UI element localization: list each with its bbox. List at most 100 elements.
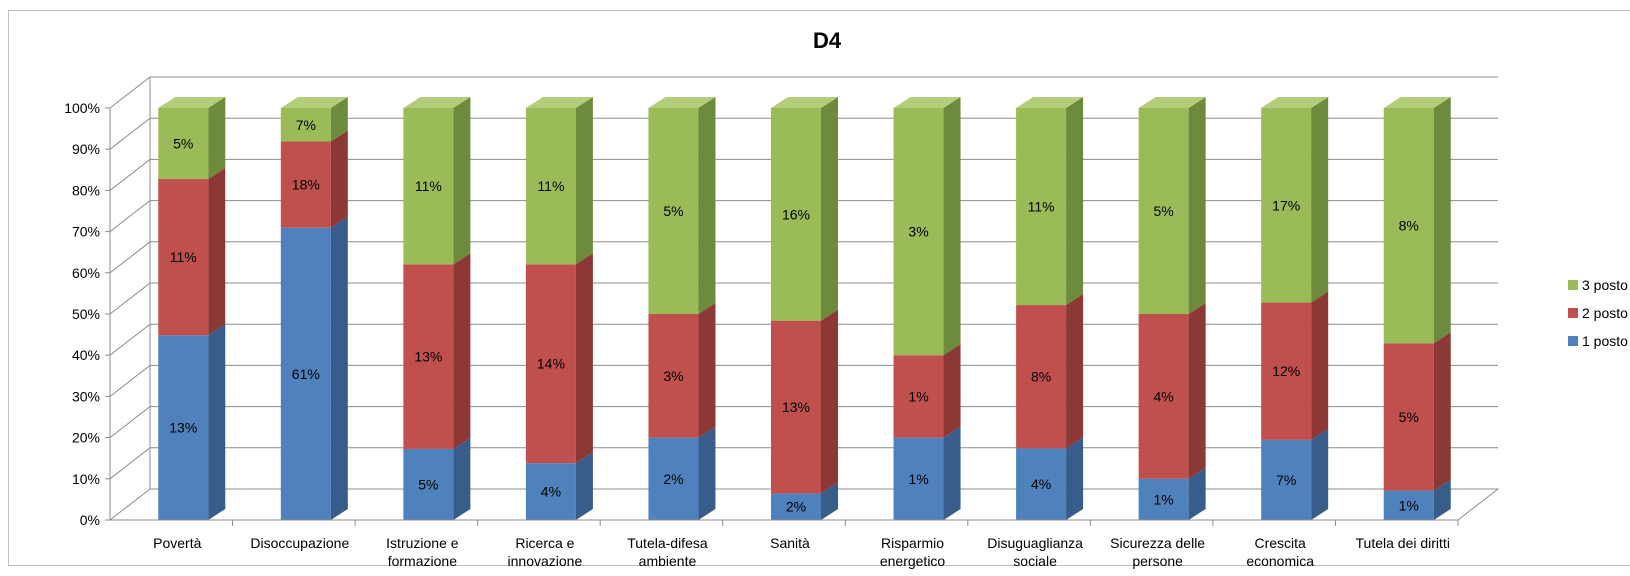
legend-label: 1 posto: [1582, 333, 1628, 349]
data-label: 11%: [1028, 199, 1055, 215]
legend-label: 2 posto: [1582, 305, 1628, 321]
bar-segment-side: [1188, 467, 1206, 520]
data-label: 5%: [418, 476, 438, 492]
bar-segment-top: [280, 97, 348, 108]
gridline: [109, 76, 1498, 109]
bar-segment-front: [1261, 108, 1312, 303]
data-label: 13%: [169, 420, 197, 436]
data-label: 8%: [1399, 218, 1419, 234]
bar-segment-front: [1261, 439, 1312, 520]
bar-segment-side: [1066, 97, 1084, 306]
bar-segment-front: [525, 108, 576, 265]
bar-segment-front: [158, 179, 209, 336]
bar-segment-side: [208, 324, 226, 520]
bar-segment-side: [1066, 437, 1084, 520]
bar-segment-front: [525, 264, 576, 464]
bar-segment-front: [158, 335, 209, 520]
legend-item: 2 posto: [1568, 305, 1628, 321]
bar-segment-side: [453, 253, 471, 449]
legend: 3 posto 2 posto 1 posto: [1568, 277, 1628, 349]
bar-segment-side: [698, 426, 716, 520]
y-tick-label: 0%: [80, 512, 100, 528]
data-label: 5%: [663, 203, 683, 219]
legend-item: 1 posto: [1568, 333, 1628, 349]
bar-segment-side: [453, 97, 471, 265]
data-label: 5%: [1399, 409, 1419, 425]
data-label: 18%: [292, 177, 320, 193]
data-label: 3%: [908, 224, 928, 240]
bar-segment-side: [943, 344, 961, 438]
bar-stack: 7% 12% 17%: [1261, 97, 1329, 520]
bar-segment-front: [1016, 305, 1067, 449]
x-tick-label: Disoccupazione: [250, 535, 349, 551]
bar-segment-front: [771, 108, 821, 321]
bar-segment-front: [771, 493, 821, 520]
bar-segment-side: [330, 216, 348, 520]
data-label: 3%: [663, 368, 683, 384]
bar-segment-front: [280, 141, 331, 228]
data-label: 5%: [173, 136, 193, 152]
x-tick-label-line: Istruzione e: [386, 535, 459, 551]
data-label: 1%: [1154, 491, 1174, 507]
data-label: 1%: [908, 471, 928, 487]
x-tick-label-line: Ricerca e: [515, 535, 574, 551]
x-tick-label-line: economica: [1246, 553, 1314, 569]
x-tick-label: Povertà: [153, 535, 201, 551]
bar-segment-top: [403, 97, 471, 108]
bar-segment-front: [525, 463, 576, 520]
bar-segment-top: [1138, 97, 1206, 108]
y-tick-label: 40%: [72, 347, 100, 363]
x-tick-label-line: Crescita: [1255, 535, 1307, 551]
bar-segment-top: [525, 97, 593, 108]
x-tick-label-line: Disuguaglianza: [987, 535, 1083, 551]
bar-segment-front: [893, 437, 944, 520]
bar-stack: 1% 4% 5%: [1138, 97, 1206, 520]
bar-segment-side: [943, 426, 961, 520]
x-tick-label: Risparmio energetico: [880, 535, 946, 569]
y-tick-label: 20%: [72, 430, 100, 446]
bar-segment-front: [648, 437, 699, 520]
bar-segment-side: [1066, 294, 1084, 449]
bar-segment-side: [698, 97, 716, 314]
bar-segment-side: [208, 168, 226, 336]
bar-segment-front: [280, 108, 331, 142]
data-label: 4%: [541, 484, 561, 500]
bar-segment-side: [453, 437, 471, 520]
bar-segment-side: [575, 253, 593, 464]
data-label: 5%: [1154, 203, 1174, 219]
data-label: 11%: [170, 249, 197, 265]
bar-segment-side: [943, 97, 961, 356]
x-tick-label-line: Disoccupazione: [250, 535, 349, 551]
x-tick-label-line: Risparmio: [881, 535, 944, 551]
x-axis: Povertà Disoccupazione Istruzione e formazi…: [110, 519, 1459, 569]
bar-segment-front: [1261, 302, 1312, 440]
data-label: 2%: [663, 471, 683, 487]
x-tick-label-line: Sanità: [770, 535, 810, 551]
x-tick-label: Ricerca e innovazione: [508, 535, 583, 569]
y-axis: 0% 10% 20% 30% 40% 50% 60% 70% 80% 90% 100%: [64, 100, 110, 528]
data-label: 2%: [786, 499, 806, 515]
data-label: 7%: [296, 117, 316, 133]
x-tick-label-line: innovazione: [508, 553, 583, 569]
bar-stack: 5% 13% 11%: [403, 97, 471, 520]
legend-swatch: [1568, 280, 1578, 290]
bar-segment-front: [893, 108, 944, 356]
legend-item: 3 posto: [1568, 277, 1628, 293]
y-tick-label: 30%: [72, 388, 100, 404]
chart-title: D4: [813, 28, 842, 53]
bar-segment-front: [1383, 343, 1434, 491]
bar-stack: 1% 5% 8%: [1383, 97, 1451, 520]
bar-segment-front: [403, 448, 454, 520]
bar-segment-side: [821, 482, 838, 520]
bar-segment-front: [771, 320, 821, 494]
bar-segment-side: [698, 303, 716, 438]
data-label: 4%: [1031, 476, 1051, 492]
x-tick-label: Tutela dei diritti: [1356, 535, 1450, 551]
bar-segment-front: [403, 264, 454, 449]
data-label: 1%: [908, 388, 928, 404]
bar-segment-front: [1383, 490, 1434, 520]
data-label: 12%: [1272, 363, 1300, 379]
data-label: 7%: [1276, 472, 1296, 488]
x-tick-label-line: formazione: [388, 553, 457, 569]
bar-segment-side: [821, 97, 838, 321]
